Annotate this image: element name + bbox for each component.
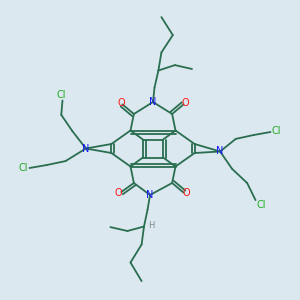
Text: Cl: Cl xyxy=(56,90,66,100)
Text: N: N xyxy=(216,146,224,157)
Text: N: N xyxy=(149,97,157,107)
Text: O: O xyxy=(117,98,125,108)
Text: Cl: Cl xyxy=(18,163,28,173)
Text: Cl: Cl xyxy=(272,126,281,136)
Text: N: N xyxy=(82,143,90,154)
Text: Cl: Cl xyxy=(256,200,266,211)
Text: O: O xyxy=(115,188,122,198)
Text: O: O xyxy=(182,188,190,199)
Text: N: N xyxy=(146,190,154,200)
Text: H: H xyxy=(148,220,155,230)
Text: O: O xyxy=(181,98,189,108)
